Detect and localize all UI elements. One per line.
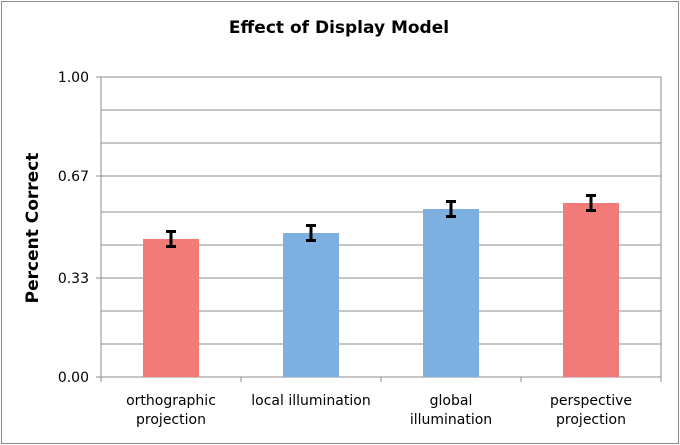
x-tick-label-line: global [430,393,473,409]
x-tick-label-line: projection [556,412,626,428]
y-axis-label: Percent Correct [23,153,43,304]
chart-title: Effect of Display Model [229,18,449,38]
bars [143,203,619,377]
x-tick-label-line: illumination [410,412,492,428]
x-tick-label-line: projection [136,412,206,428]
y-tick-label: 1.00 [58,70,89,86]
error-bar [446,200,456,218]
y-tick-label: 0.67 [58,169,89,185]
y-tick-label: 0.33 [58,271,89,287]
error-bars [166,194,596,248]
bar [563,203,619,377]
x-tick-label: global illumination [410,393,492,428]
x-tick-label: perspective projection [550,393,632,428]
x-tick-label-line: orthographic [126,393,216,409]
x-tick-label: orthographic projection [126,393,216,428]
bar [423,209,479,377]
error-bar [306,224,316,242]
error-bar [586,194,596,212]
x-tick-label: local illumination [251,393,370,409]
x-axis-ticks: orthographic projection local illumination… [100,377,662,428]
bar [283,233,339,377]
error-bar [166,230,176,248]
y-tick-label: 0.00 [58,370,89,386]
x-tick-label-line: perspective [550,393,632,409]
bar [143,239,199,377]
y-axis-ticks: 0.00 0.33 0.67 1.00 [58,70,101,386]
x-tick-label-line: local illumination [251,393,370,409]
